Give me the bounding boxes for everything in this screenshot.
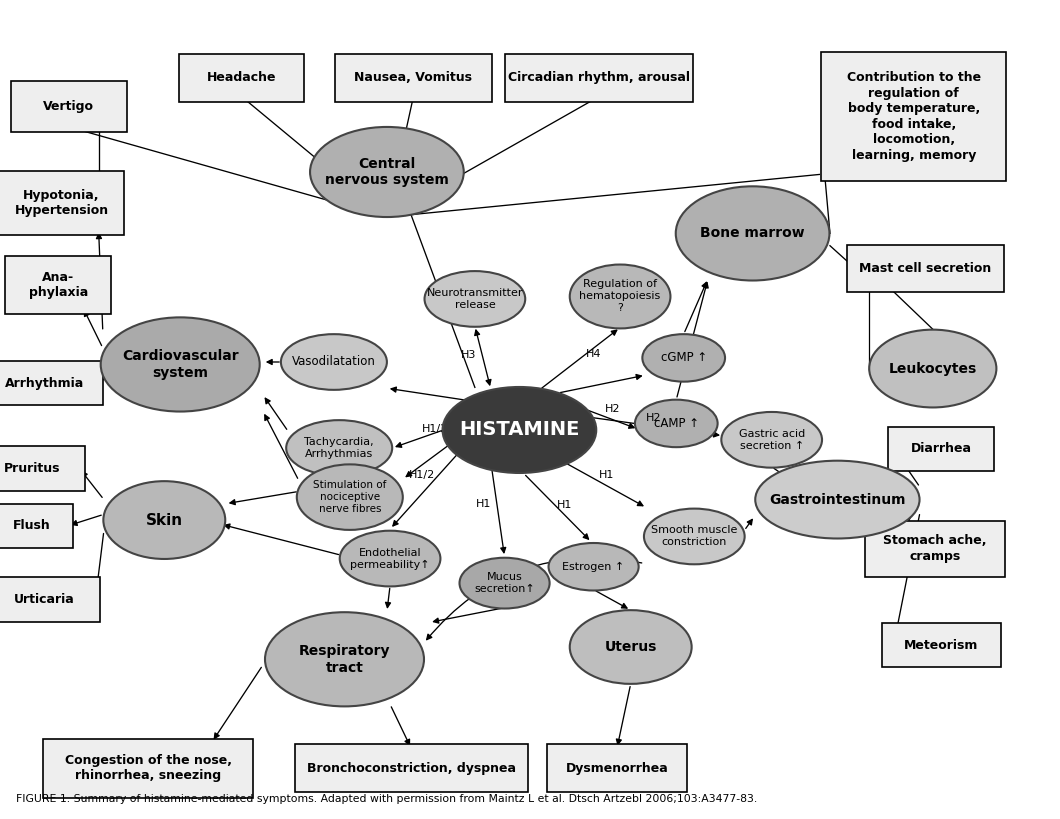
Ellipse shape [297,464,403,530]
Ellipse shape [281,334,387,390]
Text: Headache: Headache [207,71,277,84]
Text: Smooth muscle
constriction: Smooth muscle constriction [651,526,738,547]
FancyBboxPatch shape [820,52,1007,181]
Text: Leukocytes: Leukocytes [888,361,977,376]
Ellipse shape [635,400,718,447]
Text: cGMP ↑: cGMP ↑ [660,351,707,364]
Text: Gastrointestinum: Gastrointestinum [770,492,905,507]
Text: H2: H2 [605,405,620,414]
Text: Arrhythmia: Arrhythmia [5,377,84,390]
FancyBboxPatch shape [5,256,111,314]
Text: H3: H3 [461,351,476,360]
Text: H4: H4 [586,349,601,359]
Text: Respiratory
tract: Respiratory tract [299,644,390,675]
Text: Skin: Skin [145,513,183,527]
Text: H1: H1 [448,441,463,451]
Ellipse shape [756,460,920,539]
FancyBboxPatch shape [295,744,528,792]
Ellipse shape [286,420,392,476]
Text: Contribution to the
regulation of
body temperature,
food intake,
locomotion,
lea: Contribution to the regulation of body t… [847,71,980,161]
Text: Vasodilatation: Vasodilatation [292,355,376,369]
Text: Diarrhea: Diarrhea [911,442,972,455]
Text: Stomach ache,
cramps: Stomach ache, cramps [883,535,987,563]
FancyBboxPatch shape [0,504,73,548]
FancyBboxPatch shape [335,54,492,102]
Ellipse shape [460,558,550,609]
Text: Dysmenorrhea: Dysmenorrhea [566,762,668,775]
Text: Urticaria: Urticaria [14,593,75,606]
Text: cAMP ↑: cAMP ↑ [654,417,699,430]
Ellipse shape [569,265,670,328]
Text: Pruritus: Pruritus [3,462,60,475]
Text: H1/2: H1/2 [409,470,435,480]
Text: Mast cell secretion: Mast cell secretion [860,262,991,275]
Ellipse shape [310,127,464,217]
Ellipse shape [569,610,691,684]
FancyBboxPatch shape [865,521,1005,577]
Text: Flush: Flush [13,519,51,532]
Ellipse shape [443,387,596,473]
FancyBboxPatch shape [505,54,693,102]
Ellipse shape [675,187,829,280]
FancyBboxPatch shape [0,446,85,491]
Text: Bone marrow: Bone marrow [701,226,805,241]
Ellipse shape [339,531,441,586]
Text: Mucus
secretion↑: Mucus secretion↑ [474,572,535,594]
Text: Meteorism: Meteorism [904,639,978,652]
FancyBboxPatch shape [43,739,253,798]
Ellipse shape [869,329,996,407]
Text: Hypotonia,
Hypertension: Hypotonia, Hypertension [15,189,108,217]
FancyBboxPatch shape [0,361,103,405]
FancyBboxPatch shape [179,54,304,102]
Text: H1: H1 [599,470,614,480]
Text: H1: H1 [476,499,491,509]
Text: Neurotransmitter
release: Neurotransmitter release [426,288,524,310]
FancyBboxPatch shape [0,577,100,622]
Ellipse shape [265,613,424,706]
Text: Ana-
phylaxia: Ana- phylaxia [29,271,88,299]
Text: Estrogen ↑: Estrogen ↑ [563,562,624,572]
Ellipse shape [424,271,526,327]
FancyBboxPatch shape [0,171,124,235]
Text: Central
nervous system: Central nervous system [325,156,448,188]
Ellipse shape [104,482,225,559]
Text: Bronchoconstriction, dyspnea: Bronchoconstriction, dyspnea [306,762,516,775]
Text: Uterus: Uterus [604,640,657,654]
Text: Circadian rhythm, arousal: Circadian rhythm, arousal [508,71,690,84]
Text: Endothelial
permeability↑: Endothelial permeability↑ [350,548,430,569]
Ellipse shape [642,334,725,382]
FancyBboxPatch shape [847,245,1004,292]
Text: H1/2: H1/2 [422,424,447,434]
FancyBboxPatch shape [11,81,127,132]
Text: Congestion of the nose,
rhinorrhea, sneezing: Congestion of the nose, rhinorrhea, snee… [65,754,232,782]
FancyBboxPatch shape [888,427,994,471]
Text: Gastric acid
secretion ↑: Gastric acid secretion ↑ [739,429,805,450]
Text: HISTAMINE: HISTAMINE [459,420,580,440]
Text: Stimulation of
nociceptive
nerve fibres: Stimulation of nociceptive nerve fibres [313,480,387,514]
FancyBboxPatch shape [547,744,687,792]
Text: H2: H2 [647,413,661,423]
Ellipse shape [101,317,260,411]
Text: Regulation of
hematopoiesis
?: Regulation of hematopoiesis ? [580,279,660,314]
Ellipse shape [644,509,745,564]
FancyBboxPatch shape [882,623,1001,667]
Text: Tachycardia,
Arrhythmias: Tachycardia, Arrhythmias [304,437,374,459]
Text: H1: H1 [558,500,572,509]
Text: Vertigo: Vertigo [43,100,94,113]
Text: FIGURE 1. Summary of histamine-mediated symptoms. Adapted with permission from M: FIGURE 1. Summary of histamine-mediated … [16,794,757,803]
Ellipse shape [549,543,638,590]
Text: Cardiovascular
system: Cardiovascular system [122,349,238,380]
Text: Nausea, Vomitus: Nausea, Vomitus [354,71,473,84]
Ellipse shape [721,412,823,468]
